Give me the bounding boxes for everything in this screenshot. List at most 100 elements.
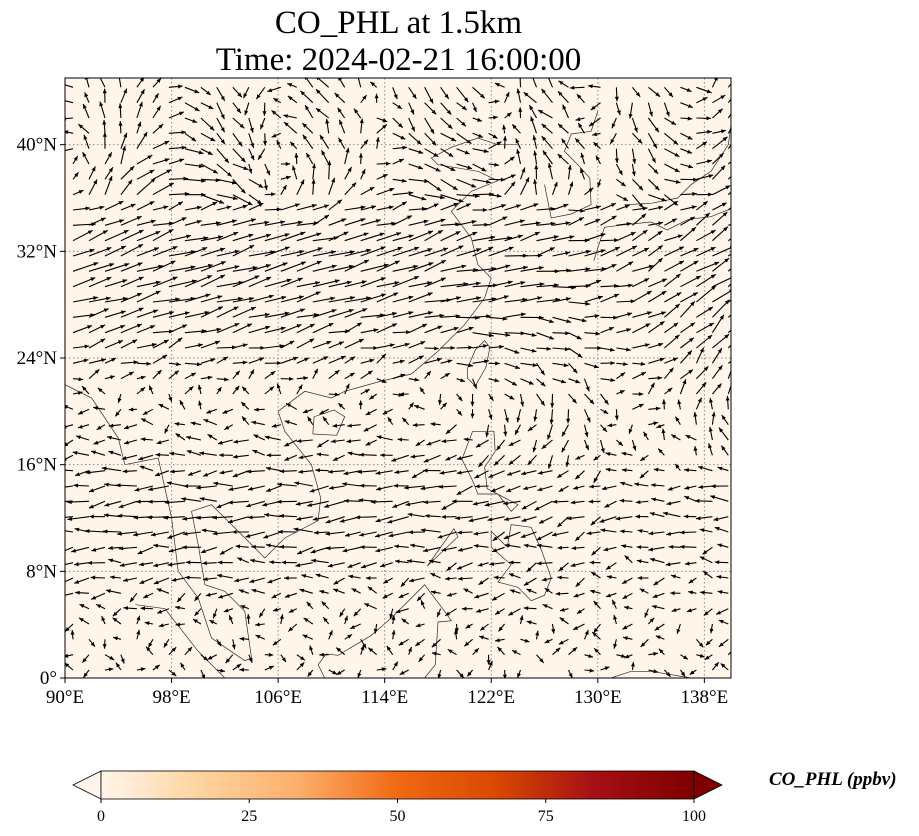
wind-arrow (670, 591, 681, 596)
wind-arrow (90, 592, 106, 600)
wind-arrow (163, 515, 185, 520)
wind-arrow (185, 560, 201, 565)
wind-arrow (504, 181, 516, 196)
wind-arrow (711, 383, 722, 395)
wind-arrow (72, 171, 79, 180)
wind-arrow (591, 631, 601, 640)
wind-arrow (561, 424, 569, 437)
wind-arrow (360, 293, 387, 303)
wind-arrow (168, 669, 177, 677)
wind-arrow (376, 378, 387, 384)
map-time-subtitle: Time: 2024-02-21 16:00:00 (215, 42, 582, 78)
wind-arrow (136, 280, 161, 288)
wind-arrow (283, 121, 298, 134)
wind-arrow (196, 515, 217, 520)
wind-arrow (663, 367, 674, 380)
wind-arrow (472, 222, 489, 227)
wind-arrow (392, 145, 408, 150)
wind-arrow (503, 424, 508, 437)
wind-arrow (293, 527, 313, 533)
wind-arrow (72, 391, 83, 395)
wind-arrow (147, 515, 169, 520)
wind-arrow (231, 639, 236, 650)
wind-arrow (656, 424, 665, 429)
wind-arrow (392, 201, 407, 211)
wind-arrow (662, 399, 667, 410)
wind-arrow (439, 470, 457, 475)
wind-arrow (315, 468, 329, 473)
wind-arrow (709, 623, 714, 634)
colorbar-extend-max (693, 770, 723, 800)
wind-arrow (648, 421, 659, 426)
wind-arrow (392, 102, 403, 110)
wind-arrow (440, 148, 454, 158)
wind-arrow (218, 592, 233, 599)
wind-arrow (330, 439, 345, 444)
wind-arrow (595, 155, 601, 165)
wind-arrow (301, 574, 313, 579)
wind-arrow (590, 571, 601, 579)
wind-arrow (649, 512, 665, 518)
wind-arrow (717, 466, 729, 472)
wind-arrow (623, 605, 633, 610)
wind-arrow (235, 544, 249, 549)
wind-arrow (474, 592, 489, 599)
wind-arrow (558, 80, 569, 88)
wind-arrow (388, 531, 409, 538)
wind-arrow (408, 323, 428, 334)
wind-arrow (232, 117, 245, 129)
wind-arrow (662, 511, 681, 518)
wind-arrow (72, 344, 90, 349)
wind-arrow (654, 623, 665, 631)
wind-arrow (325, 531, 345, 536)
wind-arrow (716, 575, 729, 579)
wind-arrow (112, 617, 122, 625)
wind-arrow (430, 590, 441, 595)
wind-arrow (424, 357, 442, 364)
wind-arrow (344, 322, 363, 334)
wind-arrow (647, 148, 656, 164)
wind-arrow (217, 560, 233, 565)
wind-arrow (508, 573, 521, 579)
wind-arrow (263, 133, 268, 146)
wind-arrow (423, 500, 441, 505)
wind-arrow (424, 247, 449, 257)
wind-arrow (136, 89, 145, 103)
wind-arrow (424, 194, 445, 200)
wind-arrow (422, 546, 441, 553)
wind-arrow (472, 163, 487, 172)
wind-arrow (216, 356, 229, 364)
wind-arrow (104, 152, 113, 165)
wind-arrow (84, 92, 90, 103)
wind-arrow (200, 295, 223, 303)
wind-arrow (156, 588, 170, 594)
wind-arrow (77, 408, 90, 415)
wind-arrow (359, 118, 364, 134)
wind-arrow (357, 469, 377, 474)
wind-arrow (666, 500, 681, 506)
wind-arrow (680, 132, 693, 140)
lon-tick-label: 138°E (681, 687, 729, 708)
wind-arrow (552, 647, 561, 656)
wind-arrow (440, 402, 448, 410)
map-background (65, 78, 731, 678)
wind-arrow (445, 424, 457, 435)
wind-arrow (232, 132, 243, 147)
wind-arrow (392, 500, 409, 509)
wind-arrow (584, 233, 606, 242)
wind-arrow (248, 163, 253, 174)
wind-arrow (488, 280, 513, 288)
wind-arrow (465, 623, 473, 629)
wind-arrow (152, 339, 169, 349)
wind-arrow (152, 276, 178, 288)
wind-arrow (118, 121, 123, 134)
wind-arrow (712, 136, 728, 150)
wind-arrow (248, 178, 264, 189)
wind-arrow (664, 194, 679, 206)
wind-arrow (632, 371, 647, 380)
wind-arrow (677, 399, 682, 410)
wind-arrow (605, 467, 617, 472)
wind-arrow (232, 204, 248, 211)
wind-arrow (440, 222, 460, 227)
wind-arrow (488, 316, 508, 321)
